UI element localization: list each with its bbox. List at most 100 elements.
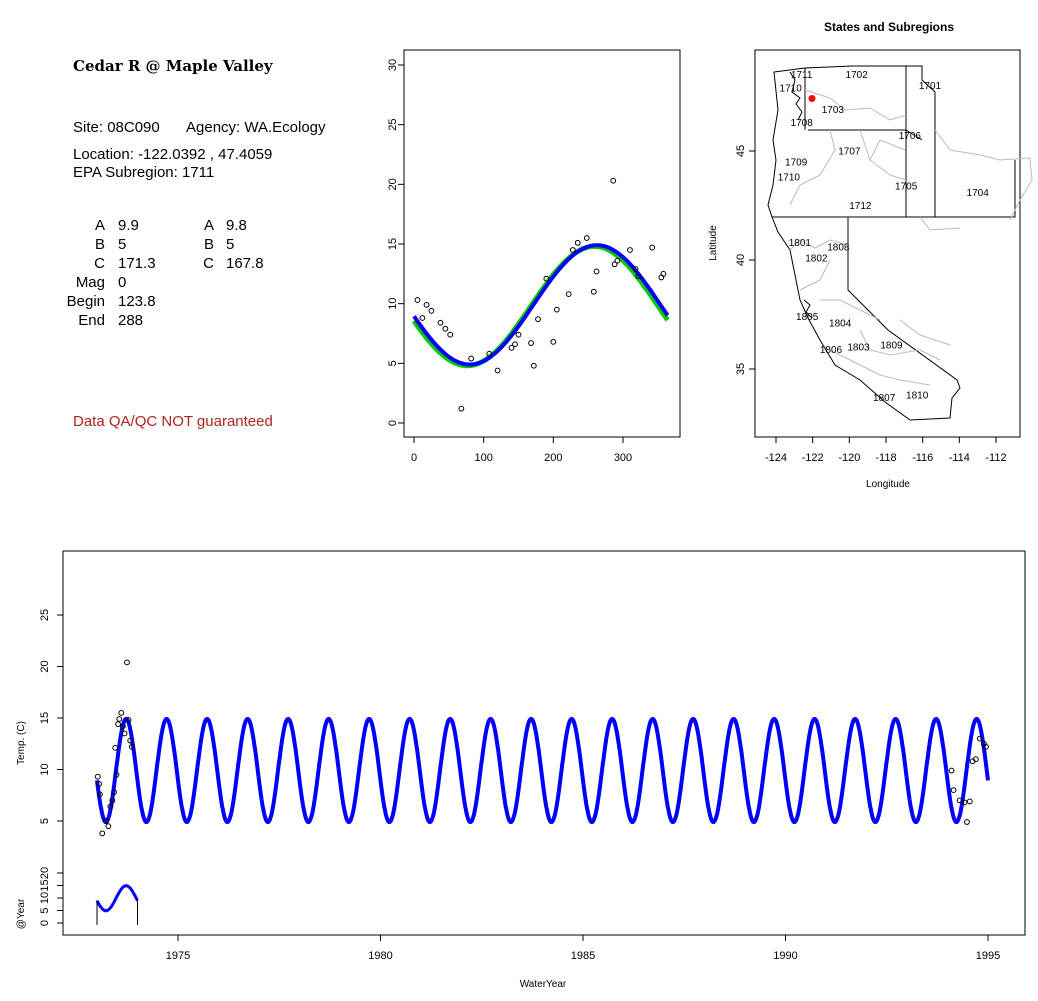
doy-y-tick-label: 20 <box>387 178 399 190</box>
ts-data-point <box>111 789 117 796</box>
param-name: A <box>203 217 214 234</box>
ts-y-tick-label: 5 <box>39 818 51 824</box>
doy-data-point <box>512 341 518 348</box>
doy-fit-curve <box>412 243 670 367</box>
map-region-label: 1807 <box>873 393 896 404</box>
param-value: 288 <box>118 312 144 329</box>
ts-x-tick-label: 1975 <box>166 950 190 962</box>
ts-data-point <box>99 830 106 837</box>
doy-data-point <box>428 307 435 314</box>
doy-y-tick-label: 15 <box>387 238 399 250</box>
map-title: States and Subregions <box>824 20 954 34</box>
ts-y-tick-label: 20 <box>39 660 51 672</box>
map-coastline-detail <box>789 71 813 319</box>
ts-x-tick-label: 1995 <box>976 950 1000 962</box>
inset-y-tick-label: 20 <box>39 867 51 879</box>
ts-x-tick-label: 1980 <box>368 950 392 962</box>
ts-y-tick-label: 15 <box>39 712 51 724</box>
doy-data-point <box>528 340 534 346</box>
agency-value: WA.Ecology <box>244 119 326 136</box>
doy-data-point <box>593 268 600 275</box>
doy-x-tick-label: 100 <box>474 452 492 464</box>
map-subregion-outline <box>789 89 1033 386</box>
map-region-label: 1709 <box>785 157 808 168</box>
ts-data-point <box>981 740 987 747</box>
ts-data-point <box>983 743 989 750</box>
map-y-tick-label: 45 <box>735 145 747 157</box>
doy-data-point <box>543 275 550 282</box>
ts-data-point <box>948 767 955 774</box>
inset-y-tick-label: 5 <box>39 907 51 913</box>
ts-data-point <box>128 743 135 750</box>
ts-data-point <box>950 787 957 793</box>
doy-y-tick-label: 5 <box>387 360 399 366</box>
ts-data-point <box>94 773 101 780</box>
ts-data-point <box>113 771 120 778</box>
map-x-tick-label: -120 <box>838 452 860 464</box>
ts-data-point <box>109 797 116 804</box>
ts-data-point <box>125 717 132 723</box>
map-y-axis-label: Latitude <box>708 225 719 261</box>
map-x-tick-label: -124 <box>765 452 787 464</box>
map-region-label: 1706 <box>899 131 922 142</box>
doy-data-point <box>610 177 617 184</box>
epa-label: EPA Subregion: <box>73 164 178 181</box>
doy-data-point <box>486 350 493 357</box>
doy-y-tick-label: 10 <box>387 298 399 310</box>
doy-data-point <box>614 257 621 264</box>
doy-data-point <box>565 291 572 298</box>
map-x-tick-label: -114 <box>949 452 970 464</box>
map-y-tick-label: 35 <box>735 363 747 375</box>
param-value: 5 <box>118 236 127 253</box>
map-region-label: 1707 <box>838 147 861 158</box>
ts-data-point <box>112 744 119 751</box>
map-region-label: 1708 <box>791 118 814 129</box>
map-x-tick-label: -116 <box>912 452 933 464</box>
site-label: Site: <box>73 119 104 136</box>
ts-data-point <box>956 797 963 804</box>
ts-data-point <box>966 798 973 805</box>
map-state-outline <box>767 65 1016 421</box>
map-region-label: 1803 <box>847 343 870 354</box>
doy-data-point <box>468 355 475 362</box>
ts-data-point <box>103 818 109 824</box>
doy-x-tick-label: 0 <box>411 452 417 464</box>
doy-x-tick-label: 300 <box>614 452 632 464</box>
doy-data-point <box>535 316 541 323</box>
ts-data-point <box>124 659 130 666</box>
location-line: Location: -122.0392 , 47.4059 <box>73 146 272 163</box>
map-region-label: 1712 <box>849 201 872 212</box>
inset-y-tick-label: 0 <box>39 920 51 926</box>
ts-data-point <box>969 758 976 765</box>
map-region-label: 1710 <box>778 173 801 184</box>
doy-x-tick-label: 200 <box>544 452 562 464</box>
ts-data-point <box>120 723 126 730</box>
map-region-shapes <box>767 65 1033 421</box>
param-name: B <box>203 236 214 253</box>
doy-data-point <box>515 331 522 338</box>
ts-fit-curve <box>95 717 990 824</box>
ts-data-point <box>977 735 983 742</box>
epa-value: 1711 <box>181 164 215 181</box>
map-plot-frame <box>754 49 1021 438</box>
doy-data-point <box>627 247 633 253</box>
ts-data-point <box>121 730 128 737</box>
map-x-tick-label: -112 <box>985 452 1006 464</box>
ts-data-point <box>127 737 134 744</box>
doy-data-point <box>658 274 665 281</box>
ts-data-point <box>96 791 103 798</box>
map-region-label: 1702 <box>846 70 869 81</box>
map-region-label: 1711 <box>791 70 813 81</box>
map-region-label: 1810 <box>906 391 929 402</box>
doy-data-point <box>660 270 667 277</box>
param-value: 123.8 <box>118 293 156 310</box>
param-value: 9.9 <box>118 217 139 234</box>
map-region-label: 1806 <box>820 345 843 356</box>
location-value: -122.0392 , 47.4059 <box>138 146 273 163</box>
inset-fit-curve <box>95 884 139 913</box>
doy-data-point <box>649 244 656 251</box>
ts-data-point <box>115 721 121 728</box>
param-value: 9.8 <box>226 217 247 234</box>
map-x-tick-label: -122 <box>802 452 824 464</box>
epa-line: EPA Subregion: 1711 <box>73 164 214 181</box>
